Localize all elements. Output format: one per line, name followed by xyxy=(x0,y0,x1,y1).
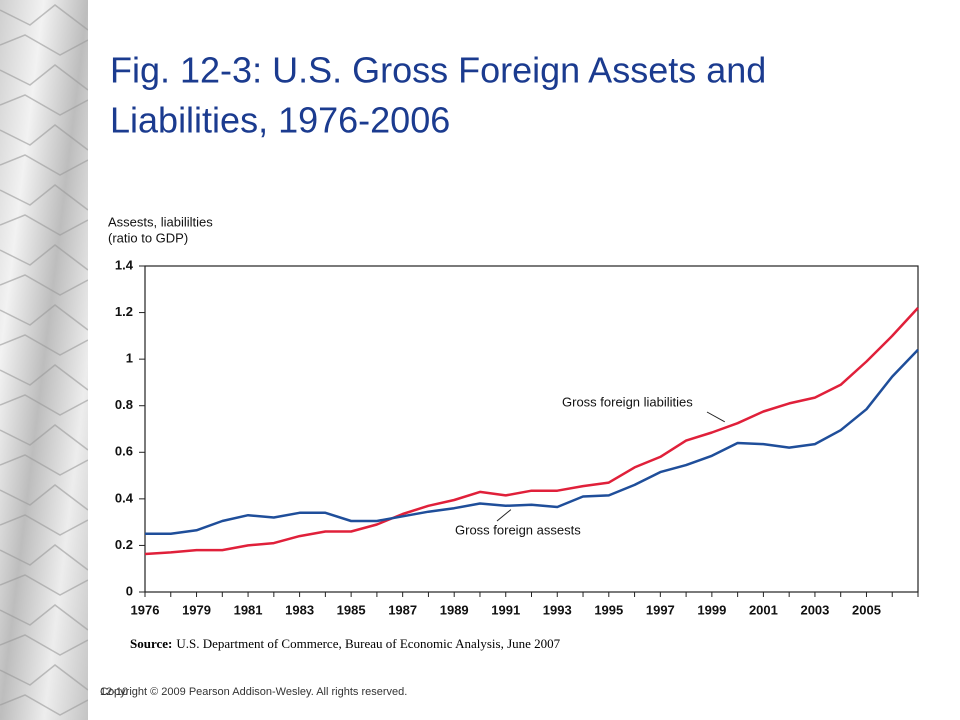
x-tick-label: 1989 xyxy=(440,602,469,617)
y-tick-label: 0.2 xyxy=(115,537,133,552)
x-tick-label: 2005 xyxy=(852,602,881,617)
y-axis-label: (ratio to GDP) xyxy=(108,230,188,245)
x-tick-label: 1976 xyxy=(131,602,160,617)
series-line xyxy=(145,348,919,536)
source-note: Source: U.S. Department of Commerce, Bure… xyxy=(130,636,561,651)
y-tick-label: 0.4 xyxy=(115,490,134,505)
x-tick-label: 2003 xyxy=(800,602,829,617)
source-label: Source: xyxy=(130,636,172,651)
x-tick-label: 1991 xyxy=(491,602,520,617)
x-tick-label: 1987 xyxy=(388,602,417,617)
x-tick-label: 1983 xyxy=(285,602,314,617)
x-tick-label: 1981 xyxy=(234,602,263,617)
x-tick-label: 1995 xyxy=(594,602,623,617)
series-line xyxy=(144,307,919,556)
y-tick-label: 1.2 xyxy=(115,304,133,319)
x-tick-label: 1993 xyxy=(543,602,572,617)
y-tick-label: 0.8 xyxy=(115,397,133,412)
source-text: U.S. Department of Commerce, Bureau of E… xyxy=(176,636,560,651)
slide-title: Liabilities, 1976-2006 xyxy=(110,100,450,141)
series-annotation: Gross foreign liabilities xyxy=(562,394,693,409)
y-tick-label: 0 xyxy=(126,583,133,598)
y-tick-label: 1 xyxy=(126,351,133,366)
annotation-leader xyxy=(496,509,512,522)
copyright: Copyright © 2009 Pearson Addison-Wesley.… xyxy=(100,686,407,698)
y-tick-label: 0.6 xyxy=(115,444,133,459)
x-tick-label: 1985 xyxy=(337,602,366,617)
plot: 0 0.2 0.4 0.6 0.8 1 1.2 1.4 1976 1979 1981 1983 1985… xyxy=(115,257,919,617)
series-annotation: Gross foreign assests xyxy=(455,522,581,537)
x-tick-label: 2001 xyxy=(749,602,778,617)
y-tick-label: 1.4 xyxy=(115,257,134,272)
y-axis-label: Assests, liabililties xyxy=(108,214,213,229)
x-tick-label: 1979 xyxy=(182,602,211,617)
x-tick-label: 1999 xyxy=(697,602,726,617)
annotation-leader xyxy=(706,411,725,423)
marble-veins xyxy=(0,0,88,720)
slide-number: 12-10 xyxy=(100,686,128,698)
x-tick-label: 1997 xyxy=(646,602,675,617)
slide-title: Fig. 12-3: U.S. Gross Foreign Assets and xyxy=(110,50,766,91)
